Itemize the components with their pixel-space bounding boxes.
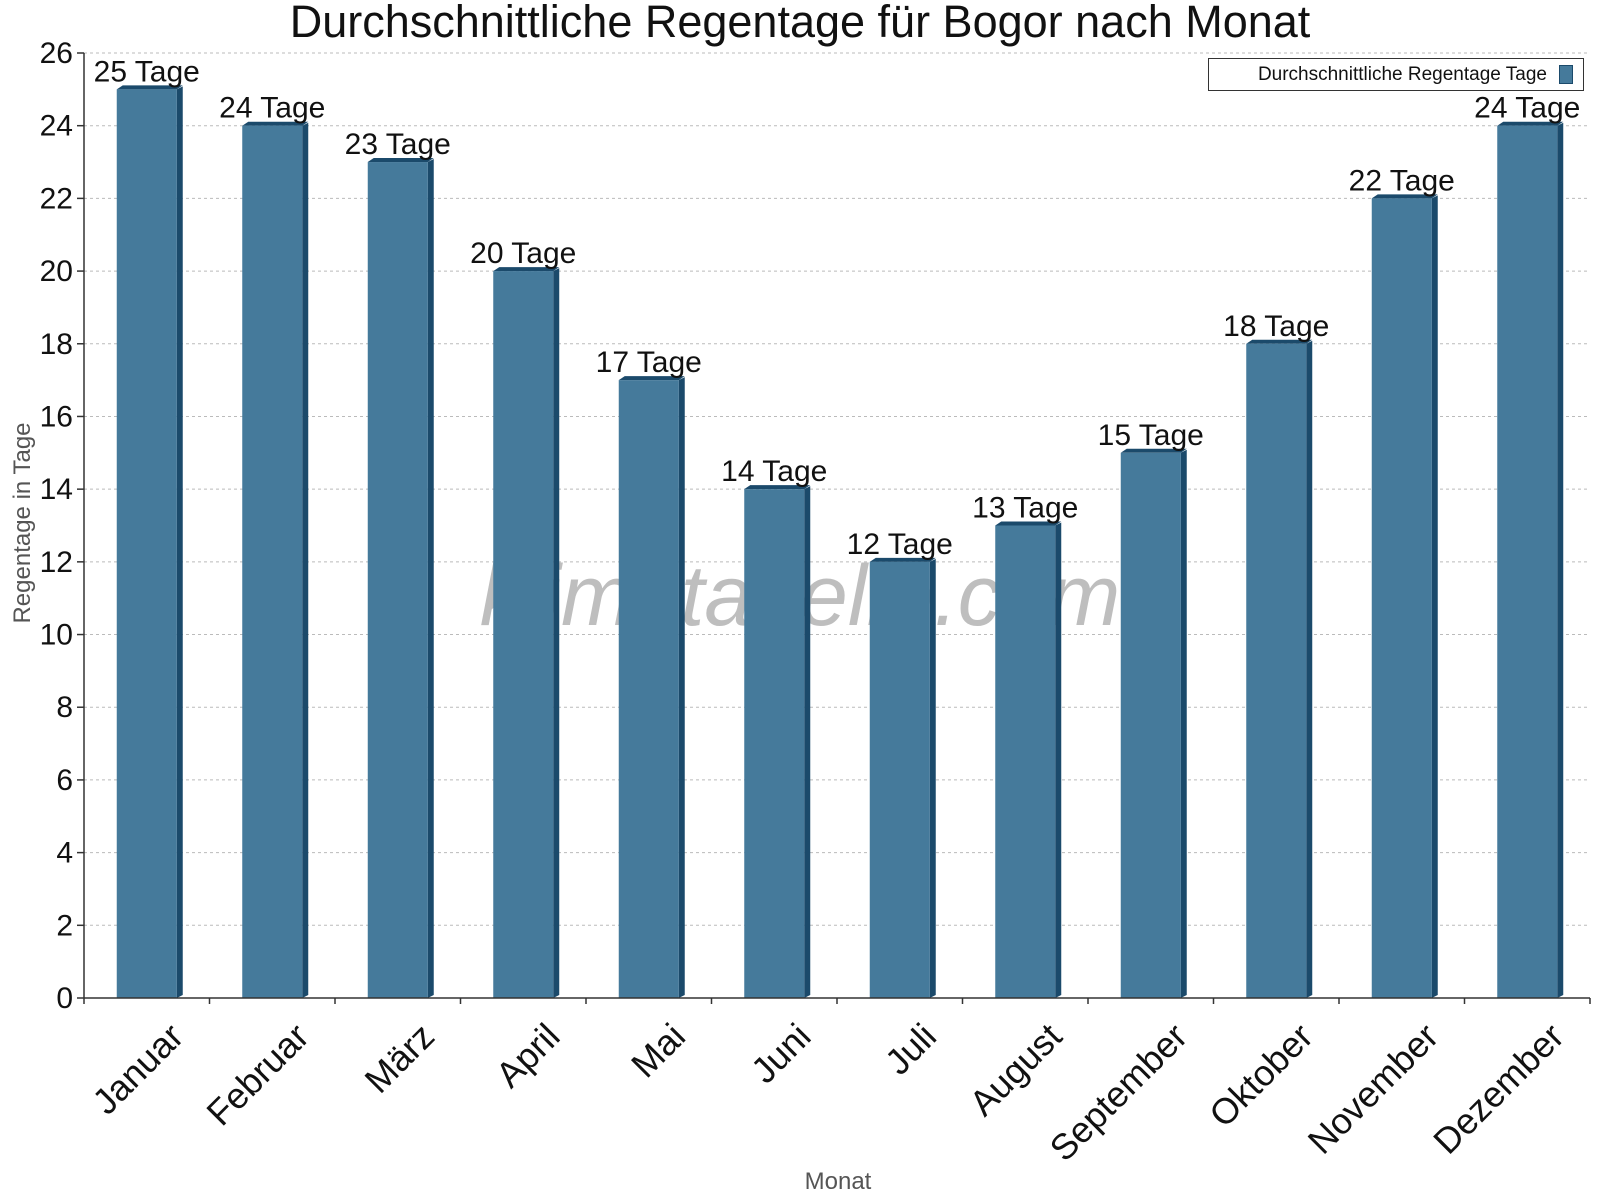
bar-side xyxy=(553,268,560,999)
bar-side xyxy=(1180,449,1187,998)
bar-top xyxy=(116,85,183,90)
data-label: 12 Tage xyxy=(847,528,953,561)
bar-front xyxy=(1497,125,1558,998)
axes xyxy=(77,52,1591,1004)
bar-front xyxy=(744,489,805,998)
bar-front xyxy=(493,271,554,999)
bar-top xyxy=(242,121,309,126)
data-label: 22 Tage xyxy=(1349,164,1455,197)
legend-label: Durchschnittliche Regentage Tage xyxy=(1257,63,1547,85)
bar-side xyxy=(678,377,685,999)
bar-side xyxy=(804,486,811,998)
bar-side xyxy=(302,122,309,998)
bar-front xyxy=(618,380,679,999)
bar xyxy=(116,85,183,999)
bar-top xyxy=(869,557,936,562)
data-label: 20 Tage xyxy=(470,237,576,270)
bar-side xyxy=(1557,122,1564,998)
y-tick-label: 12 xyxy=(40,546,73,579)
x-tick-label: August xyxy=(961,1015,1069,1123)
data-label: 18 Tage xyxy=(1223,310,1329,343)
bar-top xyxy=(1246,339,1313,344)
y-tick-label: 18 xyxy=(40,328,73,361)
bar-front xyxy=(242,125,303,998)
x-tick-label: November xyxy=(1300,1015,1446,1161)
x-tick-label: Dezember xyxy=(1425,1015,1571,1161)
y-tick-label: 8 xyxy=(56,691,73,724)
bar-side xyxy=(929,558,936,998)
y-tick-label: 4 xyxy=(56,837,73,870)
y-tick-label: 10 xyxy=(40,619,73,652)
data-label: 17 Tage xyxy=(596,346,702,379)
y-tick-label: 26 xyxy=(40,37,73,70)
bar-front xyxy=(995,525,1056,998)
bar xyxy=(242,121,309,998)
bar xyxy=(1371,194,1438,998)
bar-side xyxy=(1306,340,1313,998)
bar-top xyxy=(744,485,811,490)
y-tick-label: 6 xyxy=(56,764,73,797)
bar xyxy=(744,485,811,998)
bar-front xyxy=(116,89,177,999)
x-tick-label: März xyxy=(357,1015,443,1101)
legend: Durchschnittliche Regentage Tage xyxy=(1208,58,1584,91)
y-tick-label: 0 xyxy=(56,982,73,1015)
x-tick-label: Oktober xyxy=(1201,1015,1321,1135)
y-tick-label: 2 xyxy=(56,909,73,942)
bar-top xyxy=(1371,194,1438,199)
y-tick-label: 20 xyxy=(40,255,73,288)
bar-top xyxy=(1497,121,1564,126)
chart-title: Durchschnittliche Regentage für Bogor na… xyxy=(290,0,1311,47)
data-label: 13 Tage xyxy=(972,492,1078,525)
bar-front xyxy=(367,162,428,999)
x-tick-label: Juli xyxy=(877,1015,944,1082)
bar-side xyxy=(427,159,434,999)
bar xyxy=(367,158,434,999)
legend-swatch xyxy=(1559,65,1573,84)
data-label: 15 Tage xyxy=(1098,419,1204,452)
bar-top xyxy=(1120,448,1187,453)
data-label: 25 Tage xyxy=(94,55,200,88)
bar-side xyxy=(1431,195,1438,998)
x-tick-label: Februar xyxy=(198,1015,316,1133)
bar-top xyxy=(995,521,1062,526)
bar xyxy=(618,376,685,999)
bars xyxy=(116,85,1564,999)
bar-front xyxy=(869,561,930,998)
gridlines xyxy=(84,52,1590,926)
bar xyxy=(1246,339,1313,998)
bar xyxy=(995,521,1062,998)
y-tick-label: 14 xyxy=(40,473,73,506)
bar-front xyxy=(1371,198,1432,998)
bar-top xyxy=(493,267,560,272)
data-label: 24 Tage xyxy=(219,92,325,125)
bar-side xyxy=(176,86,183,999)
bar-top xyxy=(618,376,685,381)
x-tick-label: Juni xyxy=(743,1015,819,1091)
y-axis-label: Regentage in Tage xyxy=(9,422,36,623)
x-axis-label: Monat xyxy=(805,1168,872,1195)
data-label: 14 Tage xyxy=(721,455,827,488)
data-label: 24 Tage xyxy=(1474,92,1580,125)
x-tick-label: September xyxy=(1042,1015,1196,1169)
y-tick-label: 16 xyxy=(40,400,73,433)
x-tick-label: Mai xyxy=(623,1015,693,1085)
y-tick-label: 22 xyxy=(40,182,73,215)
data-labels: 25 Tage 24 Tage 23 Tage 20 Tage 17 Tage 14 Ta… xyxy=(94,55,1581,560)
bar-top xyxy=(367,158,434,163)
y-tick-label: 24 xyxy=(40,110,73,143)
bar xyxy=(1497,121,1564,998)
x-tick-labels: Januar Februar März April Mai Juni Juli AugustS… xyxy=(84,1015,1571,1169)
bar xyxy=(493,267,560,999)
bar xyxy=(869,557,936,998)
bar xyxy=(1120,448,1187,998)
bar-front xyxy=(1246,343,1307,998)
x-tick-label: Januar xyxy=(84,1015,191,1122)
bar-front xyxy=(1120,452,1181,998)
bar-side xyxy=(1055,522,1062,998)
x-tick-label: April xyxy=(488,1015,568,1095)
data-label: 23 Tage xyxy=(345,128,451,161)
